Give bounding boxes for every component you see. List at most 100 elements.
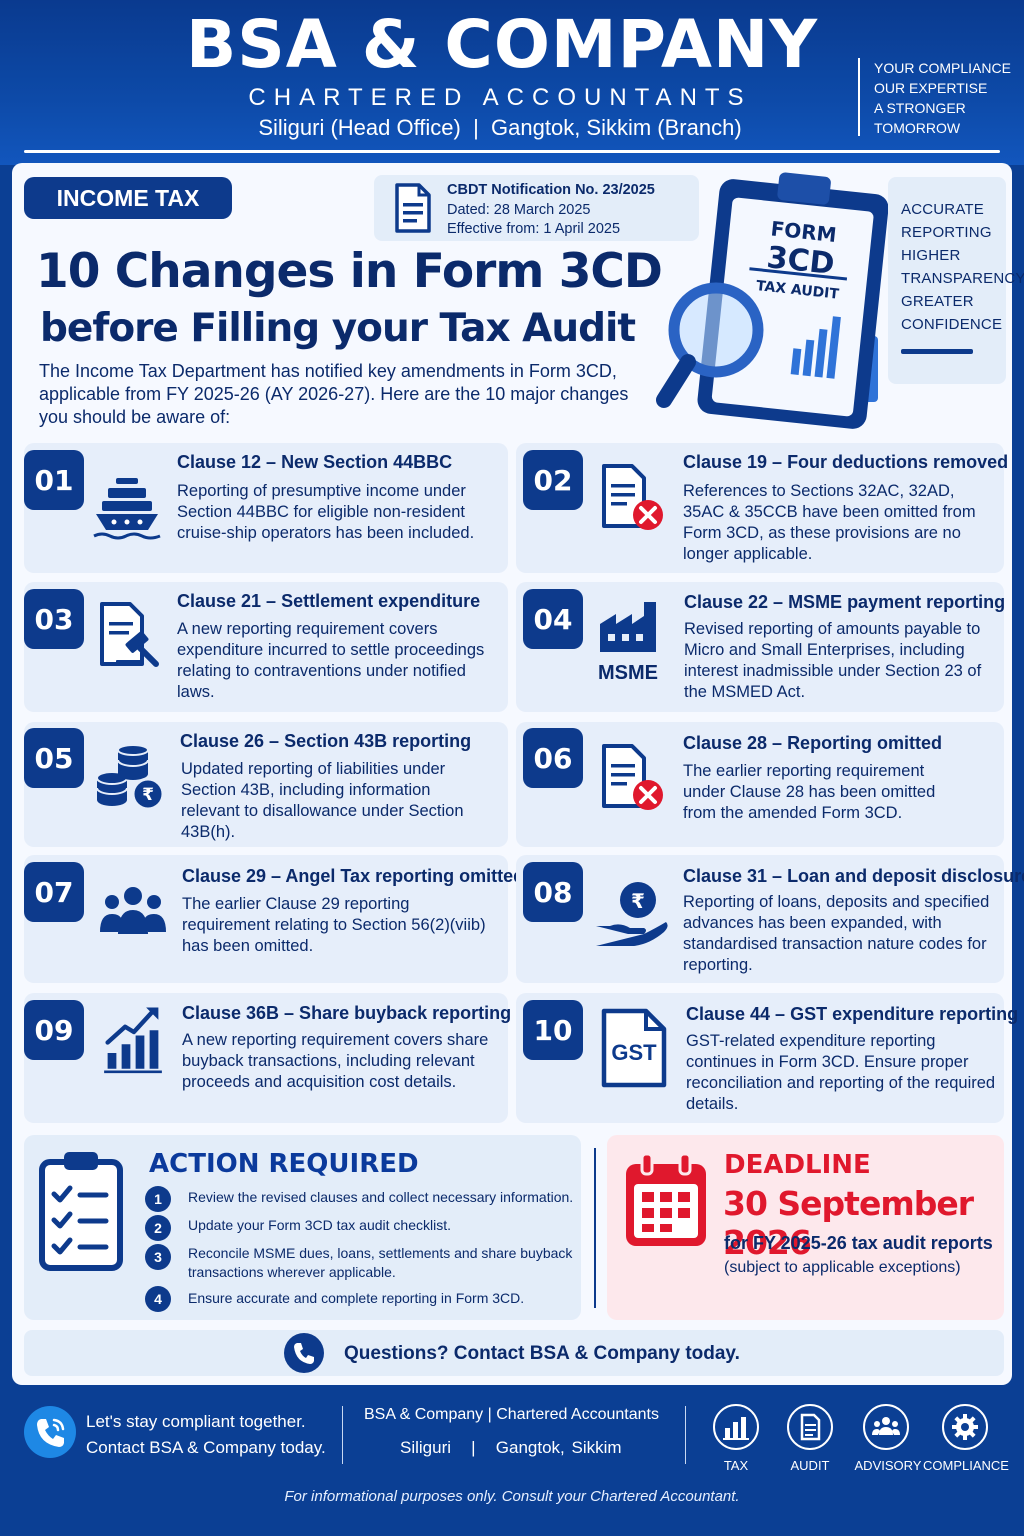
growth-chart-icon	[104, 1007, 162, 1074]
tagline-line: A STRONGER	[874, 100, 966, 116]
tagline-line: OUR EXPERTISE	[874, 80, 988, 96]
footer-tagline: Let's stay compliant together.	[86, 1412, 306, 1431]
action-step-text: Review the revised clauses and collect n…	[188, 1189, 574, 1205]
footer-cities: Siliguri | Gangtok, Sikkim	[400, 1438, 622, 1457]
intro-text: The Income Tax Department has notified k…	[39, 361, 629, 427]
action-step-number: 4	[145, 1286, 171, 1312]
deadline-subtitle: for FY 2025-26 tax audit reports	[724, 1233, 993, 1253]
main-title-line2: before Filling your Tax Audit	[40, 306, 636, 351]
change-title: Clause 22 – MSME payment reporting	[684, 592, 1006, 612]
change-body: GST-related expenditure reporting contin…	[686, 1032, 996, 1113]
change-number: 08	[523, 862, 583, 922]
change-body: The earlier Clause 29 reporting requirem…	[182, 895, 486, 955]
bar-chart-icon	[723, 1417, 749, 1440]
change-title: Clause 28 – Reporting omitted	[683, 733, 943, 753]
compliance-service-icon[interactable]	[942, 1404, 988, 1450]
change-body: Reporting of presumptive income under Se…	[177, 482, 475, 542]
benefits-underline	[901, 349, 973, 354]
change-number: 02	[523, 450, 583, 510]
footer-firm-name: BSA & Company | Chartered Accountants	[364, 1406, 659, 1423]
change-title: Clause 31 – Loan and deposit disclosures	[683, 866, 1024, 886]
clipboard-3cd-text: 3CD	[765, 240, 836, 282]
tagline: YOUR COMPLIANCE OUR EXPERTISE A STRONGER…	[858, 58, 1018, 136]
notification-dated: Dated: 28 March 2025	[447, 202, 591, 218]
section-divider	[594, 1148, 596, 1308]
gear-icon	[952, 1414, 978, 1440]
footer-divider	[342, 1406, 343, 1464]
change-body: A new reporting requirement covers share…	[182, 1031, 489, 1091]
disclaimer: For informational purposes only. Consult…	[284, 1488, 740, 1505]
phone-icon[interactable]	[24, 1406, 76, 1458]
change-number: 07	[24, 862, 84, 922]
brand-locations: Siliguri (Head Office) | Gangtok, Sikkim…	[258, 115, 742, 140]
tax-service-icon[interactable]	[713, 1404, 759, 1450]
ship-icon	[93, 478, 161, 540]
phone-icon[interactable]	[284, 1333, 324, 1373]
change-title: Clause 21 – Settlement expenditure	[177, 591, 481, 611]
action-required-title: ACTION REQUIRED	[149, 1149, 419, 1179]
people-icon	[100, 887, 166, 934]
msme-icon-label: MSME	[598, 662, 658, 684]
change-body: Updated reporting of liabilities under S…	[181, 760, 464, 841]
service-label: AUDIT	[790, 1458, 830, 1473]
change-number: 03	[24, 589, 84, 649]
document-gavel-icon	[100, 602, 159, 667]
change-body: A new reporting requirement covers expen…	[177, 620, 485, 701]
change-title: Clause 19 – Four deductions removed	[683, 452, 1009, 472]
category-pill: INCOME TAX	[24, 177, 232, 219]
change-number: 06	[523, 728, 583, 788]
change-number: 01	[24, 450, 84, 510]
change-body: References to Sections 32AC, 32AD, 35AC …	[683, 482, 976, 563]
gst-icon-label: GST	[611, 1040, 657, 1065]
action-step-text: Update your Form 3CD tax audit checklist…	[188, 1217, 451, 1233]
brand-name: BSA & COMPANY	[185, 6, 819, 83]
document-remove-icon	[602, 464, 663, 530]
change-card-06	[516, 722, 1004, 847]
change-number: 04	[523, 589, 583, 649]
benefit-line: GREATER	[901, 293, 974, 310]
factory-icon	[600, 602, 656, 652]
audit-service-icon[interactable]	[787, 1404, 833, 1450]
change-title: Clause 44 – GST expenditure reporting	[686, 1004, 1019, 1024]
gst-document-icon: GST	[601, 1008, 667, 1088]
change-body: Revised reporting of amounts payable to …	[684, 620, 982, 701]
coins-icon: ₹	[96, 744, 164, 811]
brand-subtitle: CHARTERED ACCOUNTANTS	[248, 84, 752, 111]
deadline-date: 30 September 2026	[723, 1184, 974, 1262]
checklist-icon	[39, 1152, 123, 1271]
change-number: 09	[24, 1000, 84, 1060]
benefit-line: TRANSPARENCY	[901, 270, 1024, 287]
change-title: Clause 12 – New Section 44BBC	[177, 452, 453, 472]
change-card-10	[516, 993, 1004, 1123]
svg-text:₹: ₹	[631, 889, 645, 913]
advisory-service-icon[interactable]	[863, 1404, 909, 1450]
calendar-icon	[626, 1152, 706, 1246]
change-title: Clause 29 – Angel Tax reporting omitted	[182, 866, 525, 886]
hand-rupee-icon: ₹	[596, 882, 668, 946]
document-icon	[800, 1413, 821, 1441]
action-step-number: 1	[145, 1186, 171, 1212]
change-number: 05	[24, 728, 84, 788]
change-body: The earlier reporting requirement under …	[683, 762, 936, 822]
benefit-line: HIGHER	[901, 247, 961, 264]
footer-contact-text: Contact BSA & Company today.	[86, 1438, 326, 1457]
change-card-02	[516, 443, 1004, 573]
service-label: COMPLIANCE	[923, 1458, 1009, 1473]
document-remove-icon	[602, 744, 663, 810]
change-number: 10	[523, 1000, 583, 1060]
questions-bar	[24, 1330, 1004, 1376]
change-card-04	[516, 582, 1004, 712]
action-step-number: 2	[145, 1215, 171, 1241]
action-step-number: 3	[145, 1244, 171, 1270]
service-label: TAX	[723, 1458, 749, 1473]
change-title: Clause 36B – Share buyback reporting	[182, 1003, 512, 1023]
document-icon	[395, 183, 431, 233]
questions-text[interactable]: Questions? Contact BSA & Company today.	[344, 1343, 740, 1364]
svg-text:₹: ₹	[142, 785, 154, 805]
change-card-09	[24, 993, 508, 1123]
service-label: ADVISORY	[854, 1458, 922, 1473]
change-card-08	[516, 855, 1004, 983]
header-banner	[0, 0, 1024, 165]
people-icon	[872, 1417, 900, 1435]
notification-effective: Effective from: 1 April 2025	[447, 221, 621, 237]
